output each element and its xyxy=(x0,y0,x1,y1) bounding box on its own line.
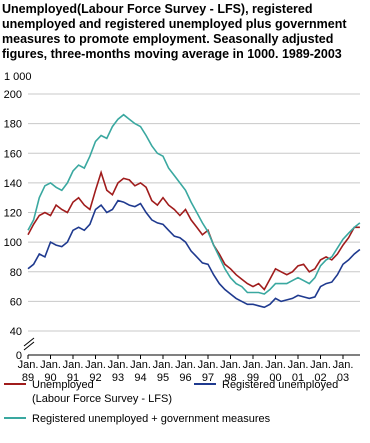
x-tick-label: Jan. 99 xyxy=(243,359,264,384)
line-series xyxy=(27,199,361,309)
y-tick-label: 120 xyxy=(4,208,22,220)
y-tick-label: 200 xyxy=(4,89,22,101)
legend-label: Unemployed (Labour Force Survey - LFS) xyxy=(32,379,172,405)
y-unit-label: 1 000 xyxy=(4,71,32,83)
y-tick-label: 80 xyxy=(10,267,22,279)
x-tick-label: Jan. 94 xyxy=(130,359,151,384)
x-tick-label: Jan. 93 xyxy=(108,359,129,384)
x-tick-label: Jan. 01 xyxy=(288,359,309,384)
line-series xyxy=(27,169,360,291)
legend-label: Registered unemployed xyxy=(222,379,338,391)
y-tick-label: 100 xyxy=(4,237,22,249)
x-tick-label: Jan. 98 xyxy=(220,359,241,384)
x-tick-label: Jan. 00 xyxy=(265,359,286,384)
y-tick-label: 40 xyxy=(10,326,22,338)
chart-title: Unemployed(Labour Force Survey - LFS), r… xyxy=(2,2,347,61)
x-tick-label: Jan. 03 xyxy=(333,359,354,384)
x-tick-label: Jan. 89 xyxy=(18,359,39,384)
legend-label: Registered unemployed + government measu… xyxy=(32,413,271,425)
axis-break xyxy=(23,341,35,351)
x-tick-label: Jan. 91 xyxy=(63,359,84,384)
y-tick-label: 140 xyxy=(4,178,22,190)
axis-break xyxy=(23,337,35,347)
x-tick-label: Jan. 02 xyxy=(310,359,331,384)
line-series xyxy=(27,113,361,295)
x-tick-label: Jan. 96 xyxy=(175,359,196,384)
x-tick-label: Jan. 97 xyxy=(198,359,219,384)
x-tick-label: Jan. 95 xyxy=(153,359,174,384)
y-tick-label: 60 xyxy=(10,296,22,308)
x-tick-label: Jan. 90 xyxy=(40,359,61,384)
y-tick-label: 0 xyxy=(16,350,22,362)
y-tick-label: 180 xyxy=(4,119,22,131)
x-tick-label: Jan. 92 xyxy=(85,359,106,384)
y-tick-label: 160 xyxy=(4,148,22,160)
